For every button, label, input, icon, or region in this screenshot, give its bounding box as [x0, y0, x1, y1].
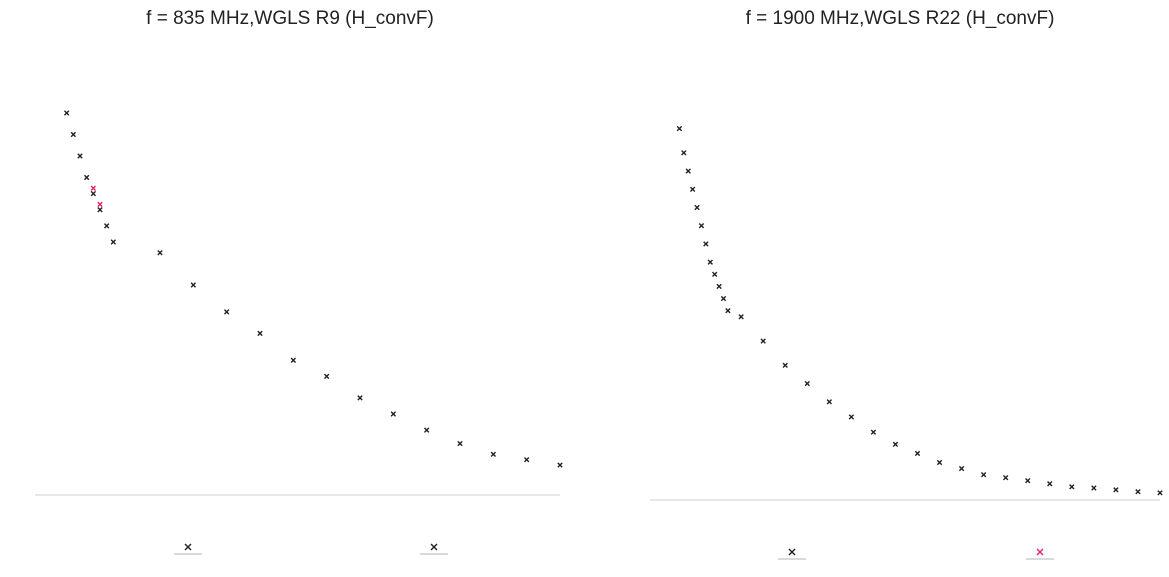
data-point-1-0-15 — [804, 380, 810, 387]
data-point-1-0-21 — [936, 459, 943, 466]
data-point-0-0-9 — [190, 282, 197, 288]
legend-marker-0-0 — [184, 543, 192, 551]
data-point-1-0-20 — [914, 450, 921, 457]
data-point-0-0-1 — [70, 131, 77, 138]
data-point-1-0-12 — [738, 314, 744, 320]
data-point-1-0-11 — [725, 308, 731, 314]
data-point-0-0-20 — [557, 462, 563, 468]
data-point-0-0-10 — [223, 309, 230, 315]
data-point-1-0-1 — [681, 150, 687, 156]
data-point-1-0-16 — [826, 399, 833, 405]
data-point-0-0-19 — [523, 456, 530, 463]
data-point-1-0-14 — [782, 362, 788, 369]
data-point-0-0-0 — [63, 110, 70, 116]
data-point-0-0-4 — [90, 190, 97, 197]
data-point-0-0-7 — [110, 239, 117, 245]
data-point-0-0-12 — [290, 357, 297, 363]
data-point-0-1-0 — [90, 185, 97, 191]
data-point-1-0-17 — [848, 414, 855, 420]
data-point-0-0-17 — [457, 440, 463, 447]
data-point-0-0-15 — [390, 411, 397, 417]
chart-title-left: f = 835 MHz,WGLS R9 (H_convF) — [146, 8, 434, 29]
data-point-0-0-14 — [357, 395, 363, 401]
legend-marker-1-0 — [788, 548, 796, 556]
data-point-1-0-2 — [685, 168, 691, 174]
data-point-0-0-6 — [103, 223, 110, 229]
data-point-1-0-27 — [1069, 484, 1075, 490]
data-point-1-0-18 — [870, 429, 877, 435]
legend-marker-1-1 — [1036, 548, 1044, 556]
data-point-0-0-3 — [83, 174, 90, 181]
legend-marker-0-1 — [430, 543, 438, 551]
data-point-0-0-8 — [157, 250, 163, 256]
data-point-1-0-9 — [716, 283, 722, 290]
data-point-0-0-11 — [257, 330, 263, 337]
data-point-0-0-2 — [77, 153, 83, 159]
data-point-1-0-25 — [1025, 478, 1031, 484]
data-point-1-0-13 — [760, 338, 766, 344]
data-point-0-0-16 — [423, 427, 430, 433]
data-point-1-0-8 — [711, 271, 718, 277]
data-point-1-0-7 — [707, 259, 713, 265]
data-point-0-1-1 — [97, 201, 103, 208]
data-point-1-0-26 — [1047, 481, 1053, 487]
data-point-0-0-5 — [97, 207, 103, 213]
data-point-0-0-13 — [323, 373, 330, 380]
data-point-1-0-5 — [698, 223, 705, 229]
data-point-1-0-22 — [958, 465, 965, 472]
data-point-1-0-24 — [1002, 474, 1009, 481]
data-point-0-0-18 — [490, 451, 497, 458]
data-point-1-0-30 — [1135, 488, 1141, 495]
data-point-1-0-19 — [892, 441, 899, 447]
data-point-1-0-31 — [1157, 490, 1163, 496]
data-point-1-0-10 — [720, 295, 727, 302]
data-point-1-0-28 — [1091, 485, 1097, 491]
data-point-1-0-4 — [694, 204, 700, 211]
data-point-1-0-29 — [1113, 487, 1119, 493]
data-point-1-0-0 — [676, 125, 683, 132]
chart-title-right: f = 1900 MHz,WGLS R22 (H_convF) — [745, 8, 1055, 29]
data-point-1-0-3 — [689, 186, 696, 192]
data-point-1-0-23 — [980, 471, 987, 478]
data-point-1-0-6 — [703, 241, 709, 247]
